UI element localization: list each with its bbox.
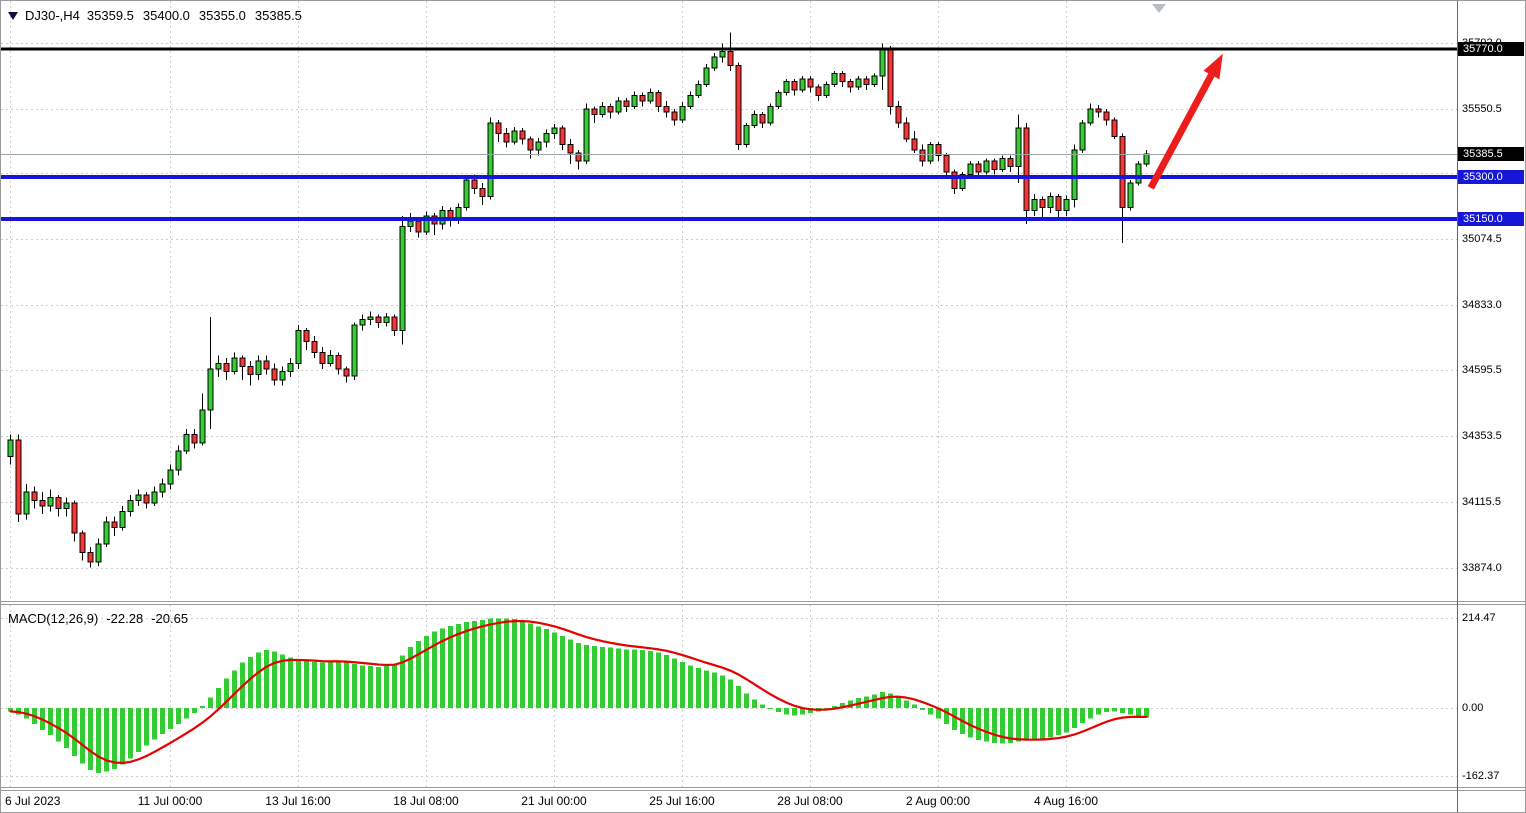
price-tag-blue: 35300.0 xyxy=(1458,170,1524,185)
macd-histogram xyxy=(8,618,1149,773)
price-tag-blue: 35150.0 xyxy=(1458,211,1524,226)
axis-separator xyxy=(1457,1,1458,812)
macd-axis[interactable]: 214.47 0.00 -162.37 xyxy=(1458,605,1525,787)
time-axis-label: 28 Jul 08:00 xyxy=(777,794,843,808)
time-axis-splitter xyxy=(1,787,1525,791)
time-axis-label: 18 Jul 08:00 xyxy=(393,794,459,808)
time-axis[interactable]: 6 Jul 2023 11 Jul 00:00 13 Jul 16:00 18 Jul… xyxy=(1,790,1525,812)
time-axis-label: 2 Aug 00:00 xyxy=(905,794,971,808)
time-axis-label: 13 Jul 16:00 xyxy=(265,794,331,808)
time-axis-label: 21 Jul 00:00 xyxy=(521,794,587,808)
time-axis-label: 11 Jul 00:00 xyxy=(137,794,203,808)
price-axis[interactable]: 35792.035550.535074.534833.034595.534353… xyxy=(1458,1,1525,601)
macd-signal-value: -20.65 xyxy=(151,611,189,626)
chart-shift-marker-icon[interactable] xyxy=(1152,4,1166,13)
panel-splitter[interactable] xyxy=(1,601,1525,605)
price-axis-label: 35550.5 xyxy=(1462,102,1502,115)
time-axis-label: 6 Jul 2023 xyxy=(5,794,61,808)
chart-title: DJ30-,H4 35359.5 35400.0 35355.0 35385.5 xyxy=(8,8,302,23)
candlestick-chart[interactable] xyxy=(1,1,1458,601)
macd-signal-line xyxy=(9,619,1148,765)
time-axis-label: 25 Jul 16:00 xyxy=(649,794,715,808)
macd-name: MACD(12,26,9) xyxy=(8,611,99,626)
macd-axis-label: -162.37 xyxy=(1462,770,1500,783)
price-axis-label: 33874.0 xyxy=(1462,561,1502,574)
price-axis-label: 34353.5 xyxy=(1462,430,1502,443)
macd-indicator-label: MACD(12,26,9) -22.28 -20.65 xyxy=(8,611,188,626)
price-axis-label: 35074.5 xyxy=(1462,233,1502,246)
quote-low: 35355.0 xyxy=(198,8,246,23)
grid-layer xyxy=(1,1,1458,601)
price-axis-label: 34115.5 xyxy=(1462,495,1501,508)
macd-axis-label: 214.47 xyxy=(1462,612,1496,625)
quote-values: 35359.5 35400.0 35355.0 35385.5 xyxy=(87,8,302,23)
price-tag-black: 35385.5 xyxy=(1458,147,1524,162)
quote-open: 35359.5 xyxy=(86,8,134,23)
price-axis-label: 34595.5 xyxy=(1462,364,1502,377)
trend-arrow[interactable] xyxy=(1147,53,1223,190)
quote-high: 35400.0 xyxy=(142,8,190,23)
time-axis-label: 4 Aug 16:00 xyxy=(1033,794,1099,808)
macd-axis-label: 0.00 xyxy=(1462,702,1484,714)
symbol-period-label: DJ30-,H4 xyxy=(25,8,80,23)
candles-layer xyxy=(7,32,1150,568)
symbol-marker-icon xyxy=(8,11,18,20)
price-tag-black: 35770.0 xyxy=(1458,41,1524,56)
quote-close: 35385.5 xyxy=(254,8,302,23)
macd-value: -22.28 xyxy=(106,611,144,626)
macd-indicator-chart[interactable] xyxy=(1,605,1458,787)
price-axis-label: 34833.0 xyxy=(1462,299,1502,312)
